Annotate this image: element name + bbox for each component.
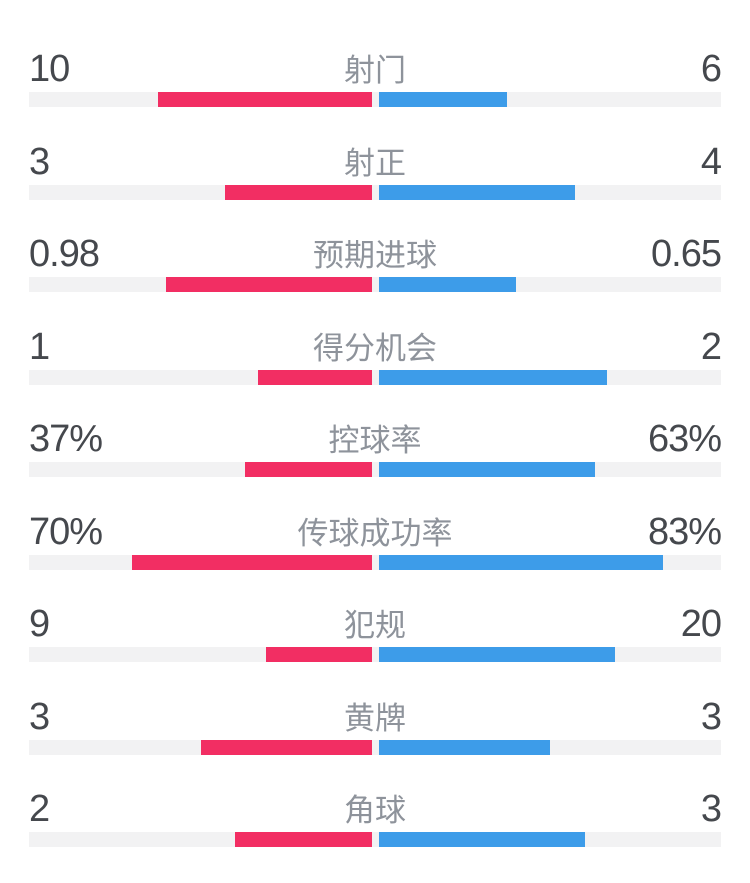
away-value: 0.65 [651,233,722,275]
stat-labels-line: 3 射正 4 [29,140,722,183]
away-bar [378,92,507,107]
bar-track [29,369,721,385]
home-value: 70% [29,510,103,553]
home-bar [131,554,372,570]
away-bar [378,739,550,755]
stat-row: 37% 控球率 63% [29,418,722,513]
away-bar [378,554,663,570]
bar-track [29,92,721,107]
stat-labels-line: 0.98 预期进球 0.65 [29,233,722,275]
home-value: 10 [29,48,70,90]
bar-track [29,554,721,570]
bar-track [29,184,721,200]
home-bar [257,369,372,385]
away-value: 63% [647,418,722,460]
home-value: 1 [29,325,50,368]
away-value: 2 [700,325,722,368]
stat-row: 70% 传球成功率 83% [29,510,722,606]
away-value: 3 [700,788,722,830]
away-bar [378,647,615,662]
home-value: 2 [29,788,50,830]
stat-row: 1 得分机会 2 [29,325,722,421]
away-value: 6 [700,48,722,90]
home-bar [200,739,372,755]
home-bar [265,647,372,662]
stat-label: 射正 [344,145,406,181]
stat-labels-line: 3 黄牌 3 [29,695,722,738]
bar-track [29,832,721,847]
away-value: 4 [700,140,722,183]
stat-labels-line: 37% 控球率 63% [29,418,722,460]
home-value: 9 [29,603,50,645]
home-value: 37% [29,418,103,460]
home-value: 0.98 [29,233,100,275]
home-bar [157,92,372,107]
stat-row: 3 射正 4 [29,140,722,236]
home-bar [234,832,372,847]
stat-row: 3 黄牌 3 [29,695,722,791]
home-bar [165,277,372,292]
stat-labels-line: 10 射门 6 [29,48,722,90]
stat-label: 传球成功率 [297,515,453,551]
stat-row: 9 犯规 20 [29,603,722,698]
away-bar [378,277,516,292]
stat-labels-line: 70% 传球成功率 83% [29,510,722,553]
stat-label: 犯规 [344,608,406,643]
stat-label: 预期进球 [313,238,437,273]
stat-label: 射门 [344,53,406,88]
away-bar [378,184,575,200]
stat-label: 角球 [344,793,406,828]
bar-track [29,647,721,662]
stat-rows-container: 10 射门 6 3 射正 4 0.98 预期进球 0.65 [29,48,722,883]
home-value: 3 [29,695,50,738]
away-bar [378,369,607,385]
stat-label: 控球率 [328,423,422,458]
home-value: 3 [29,140,50,183]
away-value: 83% [647,510,722,553]
away-value: 3 [700,695,722,738]
stat-label: 黄牌 [344,700,406,736]
home-bar [224,184,372,200]
away-bar [378,832,585,847]
home-bar [244,462,372,477]
stat-row: 10 射门 6 [29,48,722,143]
bar-track [29,462,721,477]
stat-labels-line: 9 犯规 20 [29,603,722,645]
away-bar [378,462,595,477]
bar-track [29,277,721,292]
bar-track [29,739,721,755]
stat-row: 2 角球 3 [29,788,722,883]
stat-row: 0.98 预期进球 0.65 [29,233,722,328]
stat-labels-line: 1 得分机会 2 [29,325,722,368]
stat-labels-line: 2 角球 3 [29,788,722,830]
stat-label: 得分机会 [313,330,437,366]
away-value: 20 [680,603,722,645]
